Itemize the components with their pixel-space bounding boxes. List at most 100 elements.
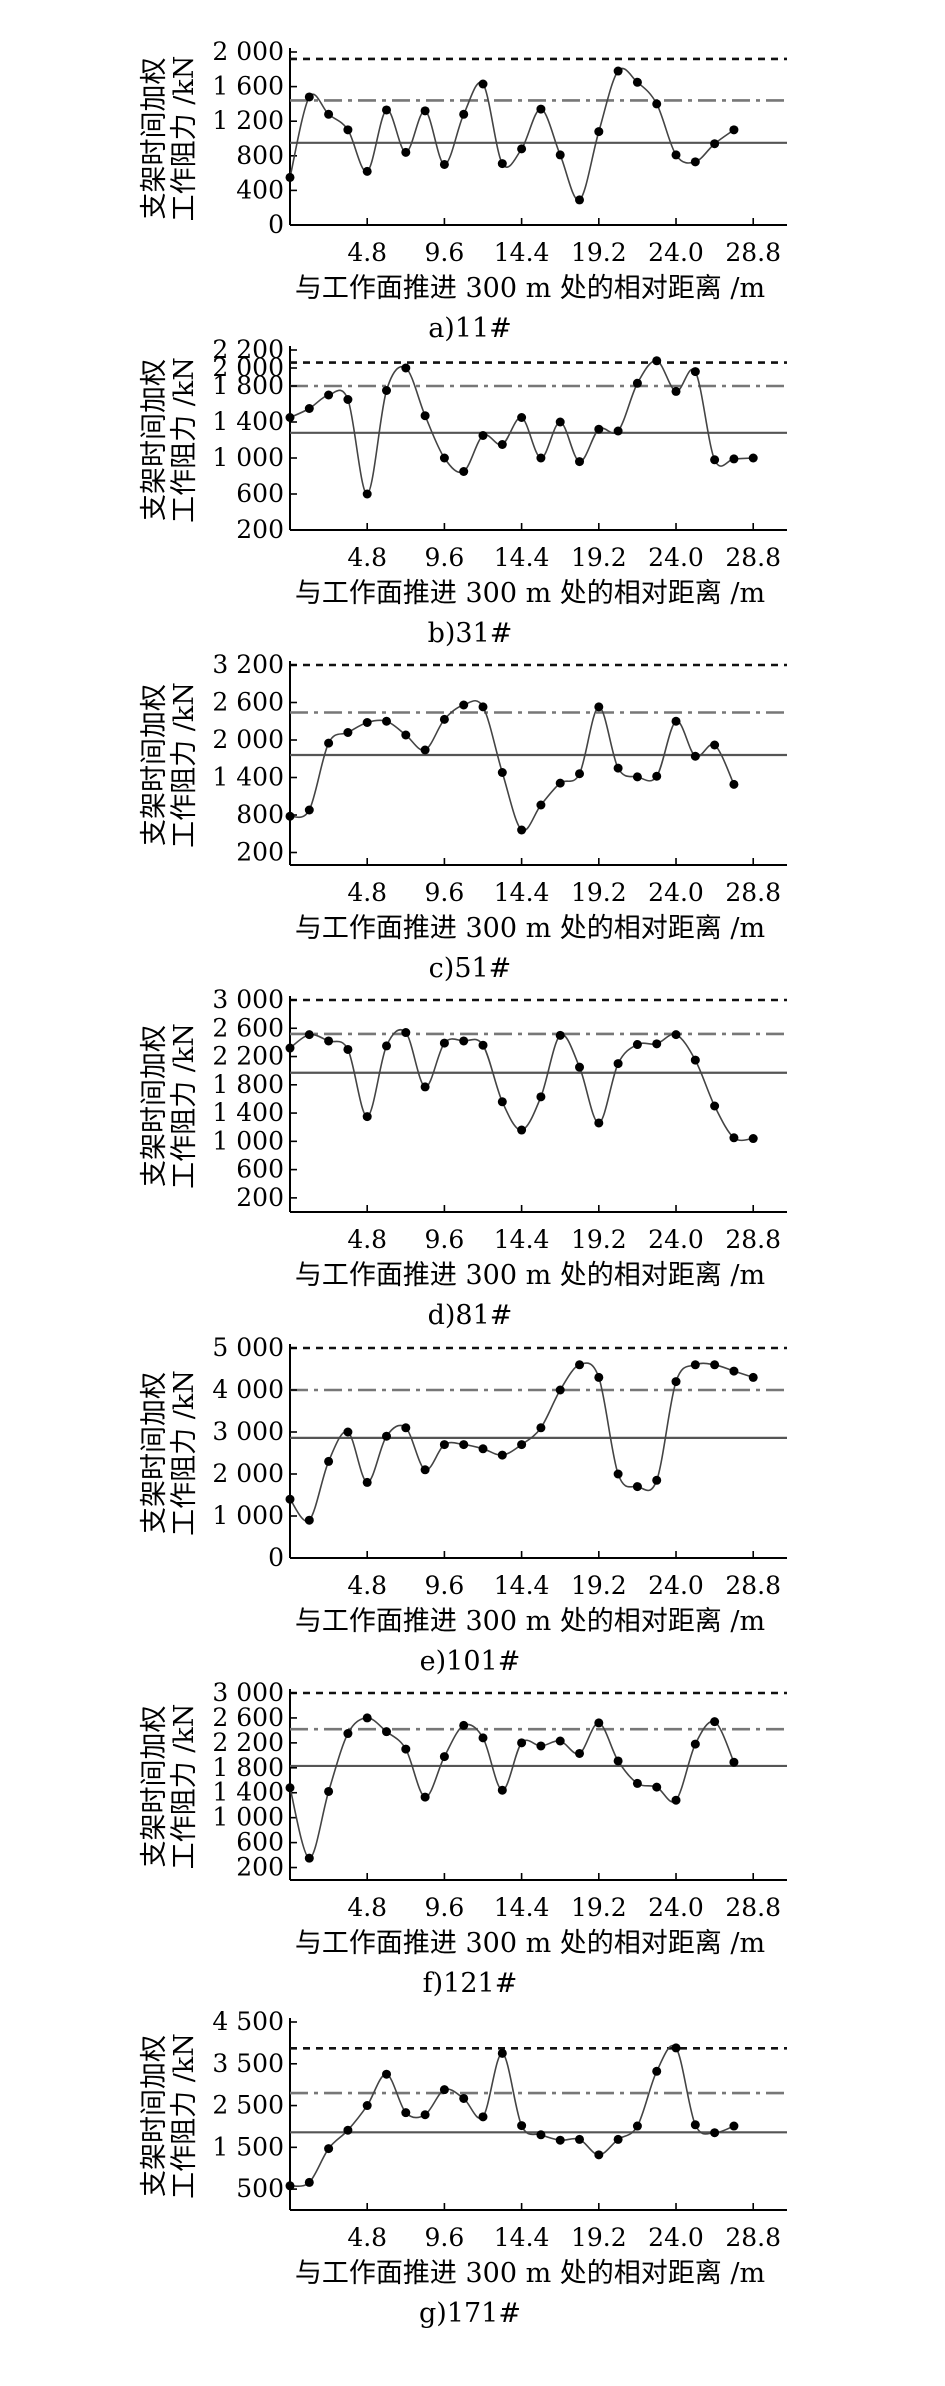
data-point [517,2121,527,2131]
data-point [575,457,585,467]
y-tick-label: 2 000 [212,1459,284,1488]
data-point [324,1036,334,1046]
data-point [613,2134,623,2144]
data-point [517,413,527,422]
x-tick-label: 28.8 [725,1893,781,1922]
data-point [632,1482,642,1492]
data-point [439,1038,449,1048]
data-point [304,1515,314,1525]
data-point [343,1729,353,1739]
data-point [362,1477,372,1487]
x-axis-title: 与工作面推进 300 m 处的相对距离 /m [295,1606,765,1637]
data-point [459,2093,469,2103]
data-point [632,378,642,388]
y-tick-label: 1 400 [212,1778,284,1807]
data-point [613,763,623,773]
data-point [632,772,642,782]
y-axis-title-line-2: 工作阻力 /kN [169,357,200,523]
data-point [420,106,430,116]
data-point [285,2181,295,2191]
y-axis-title-line-1: 支架时间加权 [139,359,170,521]
y-tick-label: 1 400 [212,407,284,436]
y-tick-label: 0 [268,1543,284,1572]
y-tick-label: 1 500 [212,2132,284,2161]
data-point [382,1041,392,1051]
data-point [343,1427,353,1437]
data-point [690,1360,700,1370]
data-point [729,454,739,464]
data-point [575,1748,585,1758]
x-tick-label: 28.8 [725,1225,781,1254]
y-tick-label: 800 [236,800,284,829]
y-tick-label: 3 000 [212,1678,284,1707]
x-tick-label: 9.6 [425,238,465,267]
data-point [594,1718,604,1728]
data-point [401,147,411,157]
data-point [285,811,295,821]
data-point [362,718,372,727]
panel-caption: f)121# [423,1968,518,1999]
data-point [497,2048,507,2058]
data-point [420,1792,430,1802]
data-point [382,2069,392,2079]
data-point [729,779,739,789]
data-point [555,1030,565,1040]
y-tick-label: 4 000 [212,1375,284,1404]
data-point [729,1366,739,1376]
data-point [304,805,314,815]
data-point [536,1092,546,1102]
data-point [362,166,372,176]
data-point [478,1444,488,1454]
x-tick-label: 4.8 [347,543,387,572]
data-point [324,1456,334,1466]
data-point [594,2150,604,2160]
x-tick-label: 14.4 [494,2223,550,2252]
y-tick-label: 200 [236,1853,284,1882]
data-point [285,1783,295,1793]
data-point [671,2043,681,2053]
y-tick-label: 2 000 [212,353,284,382]
data-point [497,1097,507,1107]
x-tick-label: 19.2 [571,1571,627,1600]
y-tick-label: 2 200 [212,1728,284,1757]
data-point [748,453,758,463]
y-axis-title-line-2: 工作阻力 /kN [169,1704,200,1870]
y-tick-label: 400 [236,175,284,204]
x-tick-label: 28.8 [725,2223,781,2252]
data-point [401,1423,411,1433]
y-tick-label: 1 000 [212,443,284,472]
data-point [652,2066,662,2076]
data-point [729,1757,739,1767]
data-point [478,79,488,89]
x-tick-label: 19.2 [571,543,627,572]
data-point [632,1040,642,1050]
data-point [478,2112,488,2122]
y-tick-label: 2 600 [212,1013,284,1042]
data-point [285,413,295,422]
data-point [748,1134,758,1144]
data-point [594,424,604,434]
data-point [671,1030,681,1040]
data-point [362,1713,372,1723]
x-tick-label: 9.6 [425,878,465,907]
data-point [671,1795,681,1805]
x-tick-label: 19.2 [571,238,627,267]
data-point [439,1752,449,1762]
y-axis-title-line-2: 工作阻力 /kN [169,682,200,848]
x-tick-label: 28.8 [725,543,781,572]
panel-caption: d)81# [428,1300,513,1331]
data-point [690,2120,700,2130]
data-point [671,150,681,160]
data-point [690,1739,700,1749]
y-tick-label: 600 [236,479,284,508]
data-point [304,2177,314,2187]
data-point [555,2135,565,2145]
data-point [497,768,507,777]
data-point [459,467,469,476]
data-point [613,1756,623,1766]
data-point [575,769,585,779]
data-point [382,1727,392,1737]
data-point [459,109,469,119]
